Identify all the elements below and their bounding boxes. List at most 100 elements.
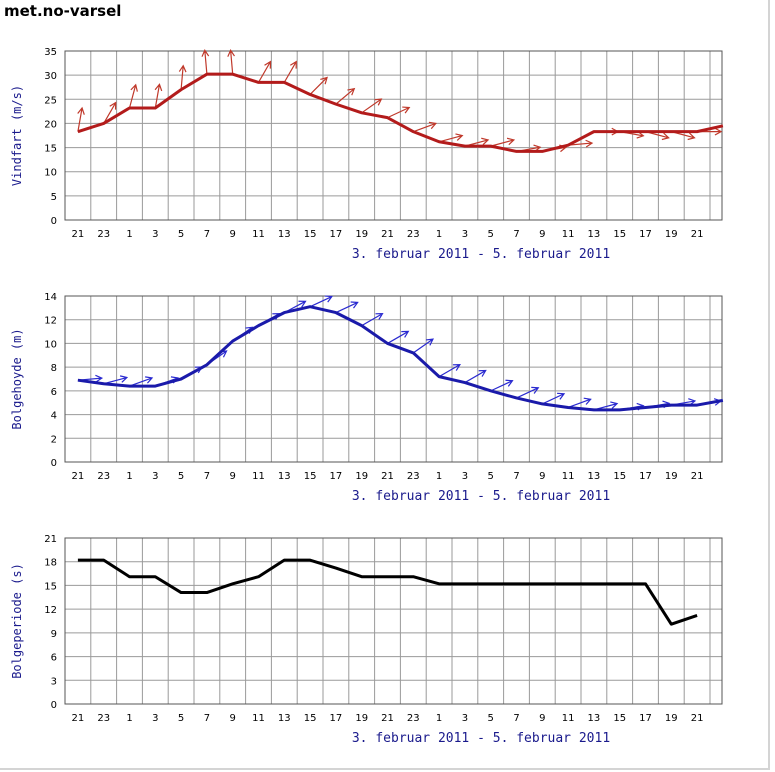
- direction-arrow: [438, 133, 464, 143]
- direction-arrow: [309, 295, 333, 308]
- direction-arrow: [568, 139, 594, 148]
- x-tick-label: 23: [407, 713, 420, 724]
- plot-border: [64, 295, 723, 463]
- y-tick-label: 0: [51, 216, 57, 227]
- direction-arrow: [335, 301, 359, 314]
- x-tick-label: 15: [613, 229, 626, 240]
- x-tick-label: 17: [639, 471, 652, 482]
- x-tick-label: 5: [488, 471, 494, 482]
- x-tick-label: 9: [230, 471, 236, 482]
- x-tick-label: 13: [588, 229, 601, 240]
- x-tick-label: 11: [562, 471, 575, 482]
- x-tick-label: 7: [513, 229, 519, 240]
- x-tick-label: 21: [381, 229, 394, 240]
- x-tick-label: 1: [126, 471, 132, 482]
- direction-arrow: [227, 49, 235, 75]
- y-tick-label: 8: [51, 363, 57, 374]
- x-tick-label: 13: [278, 713, 291, 724]
- x-tick-label: 21: [72, 713, 85, 724]
- y-tick-label: 0: [51, 458, 57, 469]
- x-tick-label: 21: [72, 471, 85, 482]
- x-tick-label: 9: [230, 713, 236, 724]
- direction-arrow: [567, 397, 592, 409]
- x-tick-label: 17: [330, 713, 343, 724]
- x-tick-label: 1: [436, 471, 442, 482]
- direction-arrows: [77, 49, 723, 153]
- x-tick-label: 11: [562, 229, 575, 240]
- x-tick-label: 23: [407, 471, 420, 482]
- x-tick-label: 9: [539, 229, 545, 240]
- x-tick-label: 19: [665, 471, 678, 482]
- y-tick-label: 12: [44, 316, 57, 327]
- x-tick-label: 17: [330, 229, 343, 240]
- x-tick-label: 3: [462, 471, 468, 482]
- data-line: [77, 305, 724, 412]
- x-tick-label: 15: [304, 229, 317, 240]
- x-tick-label: 7: [204, 713, 210, 724]
- y-tick-label: 15: [44, 581, 57, 592]
- x-tick-label: 3: [152, 471, 158, 482]
- x-tick-label: 23: [97, 713, 110, 724]
- x-tick-label: 3: [462, 713, 468, 724]
- y-tick-label: 10: [44, 339, 57, 350]
- x-tick-label: 17: [639, 229, 652, 240]
- direction-arrow: [128, 83, 138, 109]
- x-tick-label: 19: [355, 713, 368, 724]
- x-tick-label: 7: [513, 713, 519, 724]
- y-tick-label: 30: [44, 71, 57, 82]
- direction-arrow: [387, 106, 411, 119]
- x-tick-label: 7: [204, 229, 210, 240]
- y-tick-label: 4: [51, 411, 57, 422]
- date-range-label: 3. februar 2011 - 5. februar 2011: [352, 489, 610, 504]
- direction-arrow: [490, 379, 514, 392]
- x-tick-label: 9: [539, 713, 545, 724]
- y-tick-label: 3: [51, 676, 57, 687]
- direction-arrow: [490, 137, 516, 147]
- direction-arrow: [361, 98, 383, 114]
- y-tick-label: 2: [51, 434, 57, 445]
- x-tick-label: 1: [436, 229, 442, 240]
- direction-arrow: [413, 121, 438, 133]
- x-tick-label: 21: [691, 713, 704, 724]
- y-axis-label: Bolgeperiode (s): [10, 563, 24, 679]
- x-tick-label: 23: [97, 229, 110, 240]
- direction-arrow: [201, 49, 210, 75]
- y-tick-label: 14: [44, 292, 57, 303]
- date-range-label: 3. februar 2011 - 5. februar 2011: [352, 731, 610, 746]
- direction-arrow: [283, 60, 297, 83]
- x-tick-label: 3: [152, 713, 158, 724]
- y-tick-label: 21: [44, 534, 57, 545]
- x-tick-label: 11: [252, 713, 265, 724]
- direction-arrow: [542, 392, 566, 405]
- y-tick-label: 18: [44, 558, 57, 569]
- x-tick-label: 21: [381, 713, 394, 724]
- direction-arrow: [516, 386, 540, 399]
- x-tick-label: 15: [613, 471, 626, 482]
- y-tick-label: 5: [51, 192, 57, 203]
- x-tick-label: 11: [562, 713, 575, 724]
- x-tick-label: 11: [252, 229, 265, 240]
- plot-border: [64, 537, 723, 705]
- direction-arrow: [257, 60, 272, 83]
- direction-arrow: [154, 83, 163, 109]
- y-tick-label: 15: [44, 144, 57, 155]
- y-tick-label: 25: [44, 95, 57, 106]
- direction-arrow: [335, 87, 356, 105]
- x-tick-label: 23: [407, 229, 420, 240]
- direction-arrow: [178, 64, 187, 90]
- x-tick-label: 7: [513, 471, 519, 482]
- plot-border: [64, 50, 723, 221]
- x-tick-label: 15: [304, 471, 317, 482]
- x-tick-label: 5: [178, 713, 184, 724]
- x-tick-label: 9: [539, 471, 545, 482]
- x-tick-label: 19: [665, 229, 678, 240]
- y-tick-label: 6: [51, 387, 57, 398]
- direction-arrow: [438, 364, 461, 378]
- y-tick-label: 35: [44, 47, 57, 58]
- x-tick-label: 21: [691, 471, 704, 482]
- data-line: [77, 72, 724, 153]
